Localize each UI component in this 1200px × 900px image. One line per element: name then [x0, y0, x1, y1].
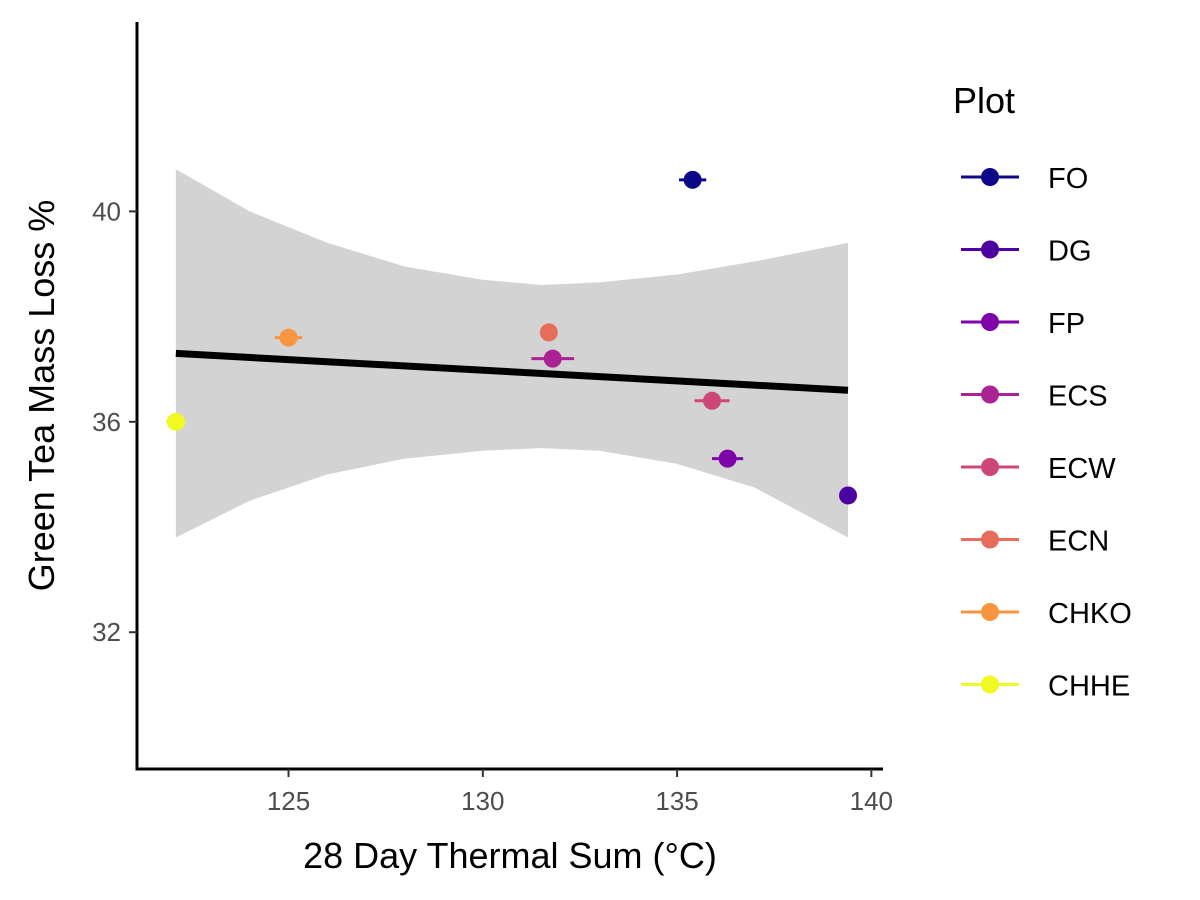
legend: Plot FO DG FP ECS ECW ECN CHKO CHHE	[953, 80, 1132, 703]
point-chhe	[166, 412, 185, 431]
point-ecw	[703, 391, 722, 410]
legend-label-ecs: ECS	[1048, 381, 1108, 413]
legend-key-point-chko	[981, 603, 999, 621]
legend-item-fp: FP	[961, 308, 1085, 340]
legend-item-chko: CHKO	[961, 598, 1132, 630]
fit-line-layer	[175, 349, 849, 394]
y-tick-label-36: 36	[92, 407, 121, 437]
y-tick-label-32: 32	[92, 617, 121, 647]
legend-label-fo: FO	[1048, 163, 1088, 195]
point-ecs	[543, 349, 562, 368]
data-point-ecs	[531, 349, 575, 368]
y-tick-label-40: 40	[92, 196, 121, 226]
data-point-ecw	[694, 391, 730, 410]
legend-key-point-fo	[981, 168, 999, 186]
legend-label-chhe: CHHE	[1048, 671, 1130, 703]
legend-label-dg: DG	[1048, 236, 1092, 268]
legend-item-ecs: ECS	[961, 381, 1108, 413]
legend-key-point-ecw	[981, 458, 999, 476]
x-tick-label-125: 125	[267, 786, 310, 816]
data-point-dg	[839, 486, 858, 505]
legend-item-chhe: CHHE	[961, 671, 1130, 703]
legend-key-point-ecs	[981, 385, 999, 404]
y-axis-title: Green Tea Mass Loss %	[21, 200, 62, 592]
x-tick-label-130: 130	[461, 786, 504, 816]
points-layer	[166, 170, 858, 505]
point-fp	[718, 449, 737, 468]
data-point-fp	[712, 449, 744, 468]
data-point-fo	[679, 170, 707, 189]
legend-key-point-fp	[981, 313, 999, 331]
legend-label-ecn: ECN	[1048, 526, 1109, 558]
x-axis-title: 28 Day Thermal Sum (°C)	[303, 835, 717, 876]
x-tick-label-135: 135	[655, 786, 698, 816]
legend-label-chko: CHKO	[1048, 598, 1132, 630]
legend-item-dg: DG	[961, 236, 1092, 268]
legend-key-point-ecn	[981, 530, 999, 549]
point-dg	[839, 486, 858, 505]
data-point-ecn	[539, 323, 558, 342]
legend-key-point-dg	[981, 240, 999, 259]
confidence-band	[175, 169, 848, 538]
point-ecn	[539, 323, 558, 342]
x-tick-label-140: 140	[850, 786, 893, 816]
legend-item-fo: FO	[961, 163, 1088, 195]
regression-line	[175, 349, 849, 394]
legend-item-ecw: ECW	[961, 453, 1116, 485]
legend-title: Plot	[953, 80, 1015, 121]
legend-item-ecn: ECN	[961, 526, 1109, 558]
legend-label-fp: FP	[1048, 308, 1085, 340]
legend-key-point-chhe	[981, 675, 999, 694]
point-chko	[279, 328, 298, 347]
data-point-chko	[274, 328, 303, 347]
confidence-band-layer	[175, 169, 848, 538]
point-fo	[683, 170, 702, 189]
axes-layer: 125 130 135 140 32 36 40	[92, 22, 893, 816]
data-point-chhe	[166, 412, 186, 431]
legend-label-ecw: ECW	[1048, 453, 1116, 485]
